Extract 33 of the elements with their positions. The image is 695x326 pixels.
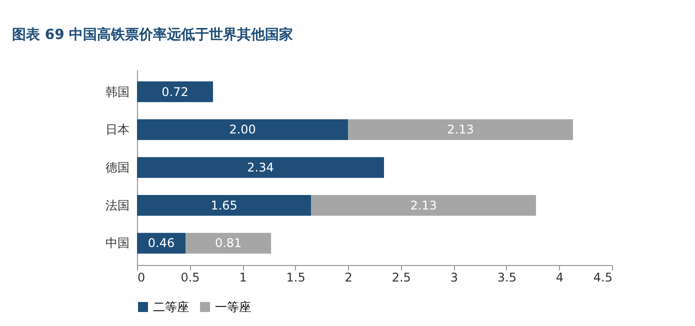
data-label: 0.81 — [214, 236, 242, 250]
bar — [137, 81, 213, 102]
data-label: 2.34 — [247, 160, 274, 174]
x-tick-label: 0.5 — [180, 270, 200, 284]
y-tick-label: 韩国 — [106, 84, 130, 99]
y-tick-label: 法国 — [106, 198, 130, 212]
x-tick-label: 3 — [450, 270, 458, 284]
bar — [137, 194, 312, 216]
x-tick-label: 0 — [138, 270, 146, 284]
x-tick-label: 1 — [239, 270, 247, 284]
bar — [137, 157, 384, 178]
data-label: 2.13 — [410, 198, 437, 212]
x-tick-label: 4.5 — [593, 270, 612, 284]
bar — [348, 119, 573, 140]
x-tick-label: 4 — [556, 270, 564, 284]
bar — [311, 194, 536, 216]
chart-title: 图表 69 中国高铁票价率远低于世界其他国家 — [12, 26, 294, 43]
bar — [137, 119, 348, 140]
x-tick-label: 2 — [344, 270, 352, 284]
data-label: 0.46 — [148, 236, 175, 250]
y-tick-label: 中国 — [106, 236, 130, 250]
data-label: 0.72 — [162, 84, 188, 99]
y-tick-label: 日本 — [106, 122, 130, 137]
data-label: 1.65 — [210, 198, 238, 212]
data-label: 2.13 — [447, 122, 474, 137]
y-tick-label: 德国 — [106, 160, 130, 174]
legend-label: 一等座 — [215, 300, 251, 314]
x-tick-label: 3.5 — [497, 270, 516, 284]
data-label: 2.00 — [229, 122, 256, 137]
x-tick-label: 1.5 — [286, 270, 306, 284]
x-tick-label: 2.5 — [392, 270, 411, 284]
legend-label: 二等座 — [153, 300, 189, 314]
bar — [186, 232, 272, 254]
